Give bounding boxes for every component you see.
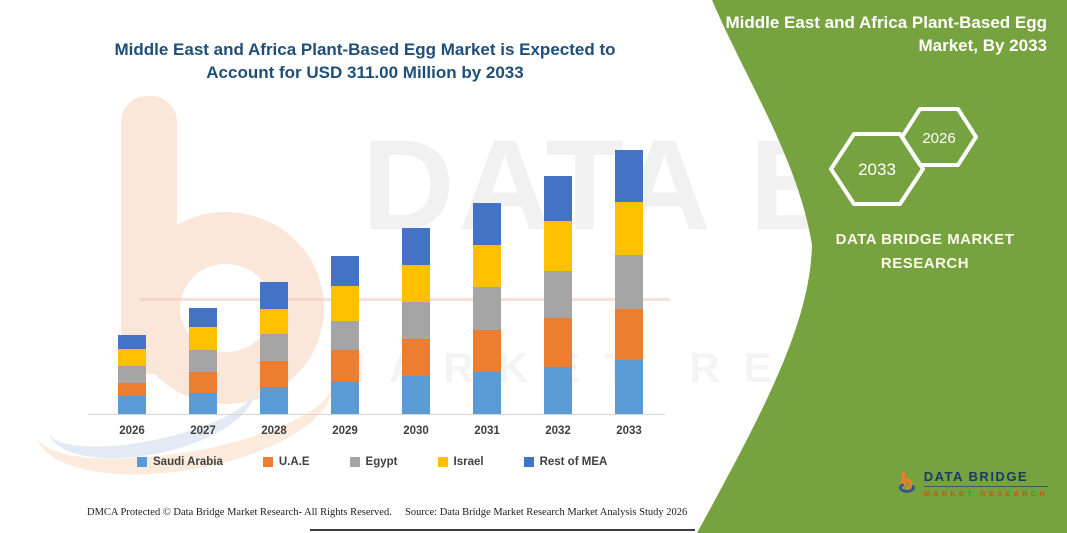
legend-item-egypt: Egypt (349, 456, 398, 468)
bar-2029-israel-segment (331, 285, 359, 321)
panel-title-line-1: Middle East and Africa Plant-Based Egg (725, 13, 1048, 32)
bar-2033-israel-segment (615, 201, 643, 256)
bar-2031-saudi-arabia-segment (473, 371, 501, 414)
bar-2029-egypt-segment (331, 320, 359, 351)
bar-2031-israel-segment (473, 245, 501, 287)
bar-2033-rest-of-mea-segment (615, 150, 643, 202)
bar-2031 (473, 202, 501, 414)
x-label-2032: 2032 (545, 425, 571, 437)
bar-2030-egypt-segment (402, 301, 430, 340)
bar-2033-u-a-e-segment (615, 308, 643, 360)
bar-2030-israel-segment (402, 264, 430, 302)
chart-title-line-1: Middle East and Africa Plant-Based Egg M… (114, 40, 616, 59)
bar-2030-u-a-e-segment (402, 339, 430, 376)
bar-2029-rest-of-mea-segment (331, 256, 359, 286)
chart-title-line-2: Account for USD 311.00 Million by 2033 (206, 63, 524, 82)
logo-name: DATA BRIDGE (923, 468, 1029, 484)
legend-swatch (137, 457, 147, 467)
footer-dmca-text: DMCA Protected © Data Bridge Market Rese… (87, 507, 392, 518)
hexagon-2033 (829, 132, 925, 206)
bar-2030-rest-of-mea-segment (402, 228, 430, 265)
bar-2032-egypt-segment (544, 271, 572, 319)
legend-swatch (437, 457, 448, 467)
data-bridge-logo-icon (899, 472, 915, 493)
bar-2032 (544, 176, 572, 414)
bar-2029-saudi-arabia-segment (331, 381, 359, 414)
bar-2029 (331, 256, 359, 414)
panel-brand-line-1: DATA BRIDGE MARKET (835, 231, 1015, 248)
legend-item-israel: Israel (437, 456, 484, 468)
footer-source-text: Source: Data Bridge Market Research Mark… (405, 507, 688, 518)
bar-2032-israel-segment (544, 221, 572, 272)
x-label-2033: 2033 (616, 425, 642, 437)
bottom-divider-line (310, 529, 695, 531)
panel-title: Middle East and Africa Plant-Based Egg M… (717, 11, 1048, 57)
hexagon-2033-label: 2033 (858, 160, 896, 179)
x-axis-line (88, 414, 665, 415)
hexagon-2026-label: 2026 (922, 130, 955, 147)
data-bridge-logo-text: DATA BRIDGE MARKET RESEARCH (923, 468, 1048, 498)
x-axis-labels: 2026 2027 2028 2029 2030 2031 2032 2033 (104, 425, 657, 437)
legend-swatch (349, 457, 360, 467)
panel-brand-line-2: RESEARCH (880, 255, 970, 272)
bar-2033-saudi-arabia-segment (615, 359, 643, 414)
legend-item-rest-of-mea: Rest of MEA (523, 456, 608, 468)
panel-title-line-2: Market, By 2033 (918, 36, 1047, 55)
bar-2031-egypt-segment (473, 286, 501, 331)
legend-swatch (262, 457, 273, 467)
bar-2027-israel-segment (189, 326, 217, 350)
legend-label: Rest of MEA (539, 456, 608, 468)
bar-2027-rest-of-mea-segment (189, 307, 217, 327)
legend-label: Saudi Arabia (153, 456, 223, 468)
bar-2029-u-a-e-segment (331, 350, 359, 382)
bar-2032-u-a-e-segment (544, 318, 572, 367)
chart-title: Middle East and Africa Plant-Based Egg M… (95, 38, 635, 84)
data-bridge-logo: DATA BRIDGE MARKET RESEARCH (898, 452, 1048, 514)
bar-2030-saudi-arabia-segment (402, 375, 430, 414)
logo-subtitle: MARKET RESEARCH (923, 488, 1048, 498)
hexagon-2026 (900, 107, 978, 167)
bar-2032-saudi-arabia-segment (544, 366, 572, 414)
chart-legend: Saudi Arabia U.A.E Egypt Israel Rest of MEA (137, 456, 607, 468)
x-label-2026: 2026 (119, 425, 145, 437)
x-label-2027: 2027 (190, 425, 216, 437)
bar-2031-u-a-e-segment (473, 330, 501, 372)
legend-label: U.A.E (278, 456, 310, 468)
legend-label: Egypt (365, 456, 398, 468)
x-label-2028: 2028 (261, 425, 287, 437)
panel-brand-text: DATA BRIDGE MARKET RESEARCH (785, 228, 1065, 276)
x-label-2031: 2031 (474, 425, 500, 437)
logo-divider (923, 485, 1048, 487)
legend-label: Israel (453, 456, 484, 468)
legend-item-u-a-e: U.A.E (262, 456, 310, 468)
x-label-2030: 2030 (403, 425, 429, 437)
x-label-2029: 2029 (332, 425, 358, 437)
bar-2032-rest-of-mea-segment (544, 176, 572, 222)
year-hexagons: 2033 2026 (829, 107, 978, 206)
legend-swatch (523, 457, 534, 467)
bar-2030 (402, 228, 430, 414)
bar-2031-rest-of-mea-segment (473, 202, 501, 246)
legend-item-saudi-arabia: Saudi Arabia (137, 456, 223, 468)
